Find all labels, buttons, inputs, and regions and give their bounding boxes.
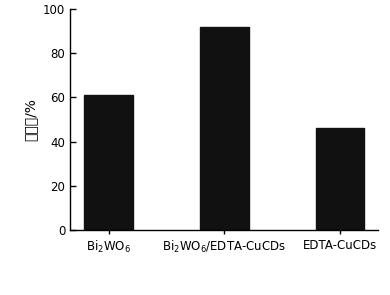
Bar	[84, 95, 133, 230]
Bar	[200, 27, 248, 230]
Y-axis label: 催化率/%: 催化率/%	[23, 98, 37, 141]
Bar	[316, 128, 364, 230]
